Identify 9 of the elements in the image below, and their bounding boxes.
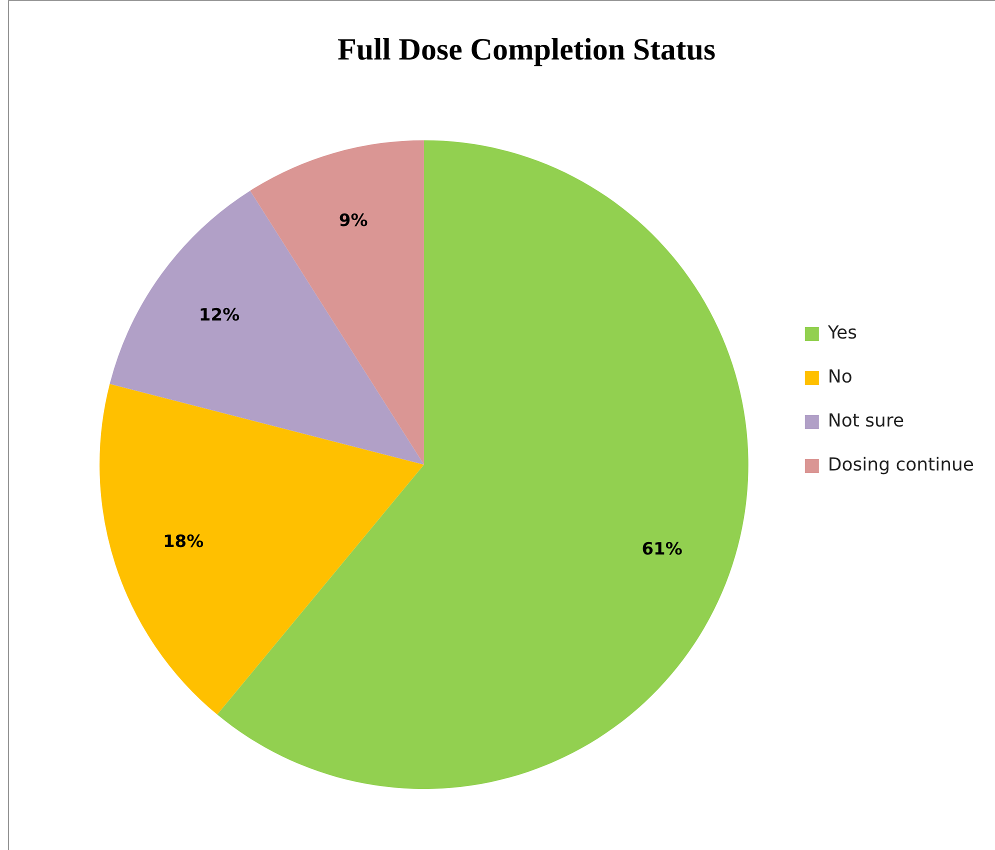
data-label: 12% [198,305,240,326]
legend-label: No [828,366,852,388]
legend-label: Yes [826,322,857,344]
chart-title: Full Dose Completion Status [337,32,716,67]
data-label: 9% [338,211,368,232]
data-label: 18% [162,532,204,552]
legend-label: Dosing continue [828,454,974,476]
legend-label: Not sure [828,410,904,432]
data-label: 61% [642,540,682,560]
